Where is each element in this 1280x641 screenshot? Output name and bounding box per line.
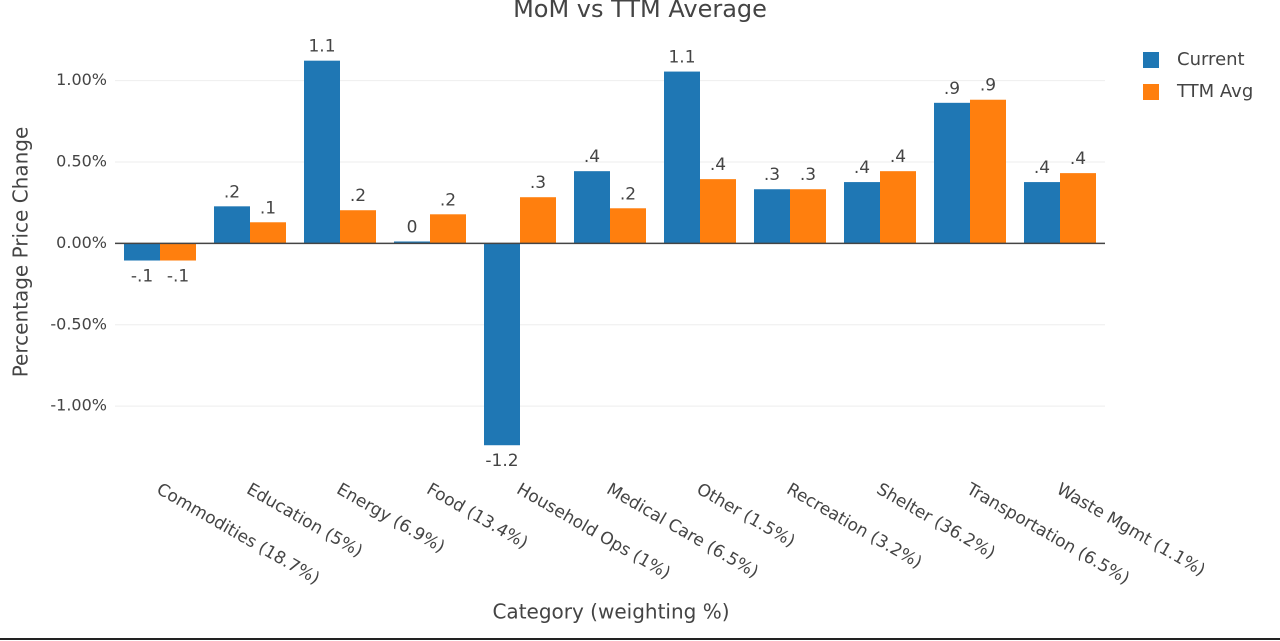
value-label: 1.1 — [308, 37, 335, 57]
bar — [520, 197, 556, 244]
bar — [1024, 182, 1060, 244]
y-tick-label: -0.50% — [50, 314, 107, 333]
bar — [214, 206, 250, 244]
bar — [574, 171, 610, 244]
bar — [250, 222, 286, 244]
value-label: .3 — [800, 165, 816, 185]
bar — [484, 243, 520, 446]
value-label: .3 — [530, 173, 546, 193]
x-tick-label: Commodities (18.7%) — [153, 479, 323, 589]
legend-swatch — [1143, 52, 1159, 68]
y-tick-label: 0.50% — [56, 152, 107, 171]
x-tick-label: Transportation (6.5%) — [962, 479, 1133, 589]
bar — [790, 189, 826, 244]
value-label: -.1 — [167, 267, 189, 287]
x-tick-label: Medical Care (6.5%) — [603, 479, 762, 582]
legend-label: TTM Avg — [1176, 81, 1253, 102]
value-label: -.1 — [131, 267, 153, 287]
bar — [1060, 173, 1096, 244]
x-axis-title: Category (weighting %) — [492, 600, 729, 624]
value-label: .4 — [890, 147, 906, 167]
y-tick-label: -1.00% — [50, 396, 107, 415]
chart-title: MoM vs TTM Average — [513, 0, 767, 23]
bar — [664, 71, 700, 244]
bar — [880, 171, 916, 244]
value-label: .2 — [350, 186, 366, 206]
value-label: .4 — [710, 155, 726, 175]
bar — [160, 243, 196, 261]
value-label: .9 — [944, 79, 960, 99]
value-label: .4 — [854, 158, 870, 178]
value-label: -1.2 — [485, 451, 518, 471]
value-label: .4 — [1034, 158, 1050, 178]
bar — [124, 243, 160, 261]
bar — [340, 210, 376, 244]
value-label: .4 — [1070, 149, 1086, 169]
bar — [754, 189, 790, 244]
bar — [970, 99, 1006, 244]
value-label: .2 — [440, 190, 456, 210]
value-label: .2 — [224, 182, 240, 202]
value-label: .9 — [980, 76, 996, 96]
bar — [610, 208, 646, 244]
value-label: 0 — [407, 217, 418, 237]
legend-swatch — [1143, 84, 1159, 100]
value-label: 1.1 — [668, 48, 695, 68]
bar — [844, 182, 880, 244]
value-label: .3 — [764, 165, 780, 185]
bar — [304, 60, 340, 244]
legend-label: Current — [1177, 49, 1245, 70]
bar — [394, 241, 430, 244]
value-label: .2 — [620, 184, 636, 204]
value-label: .1 — [260, 198, 276, 218]
bar — [430, 214, 466, 244]
value-label: .4 — [584, 147, 600, 167]
bar — [934, 102, 970, 244]
y-tick-label: 1.00% — [56, 70, 107, 89]
y-tick-label: 0.00% — [56, 233, 107, 252]
y-axis-title: Percentage Price Change — [9, 127, 33, 378]
x-tick-label: Household Ops (1%) — [513, 479, 674, 583]
x-tick-label: Waste Mgmt (1.1%) — [1053, 479, 1209, 580]
bar — [700, 179, 736, 244]
